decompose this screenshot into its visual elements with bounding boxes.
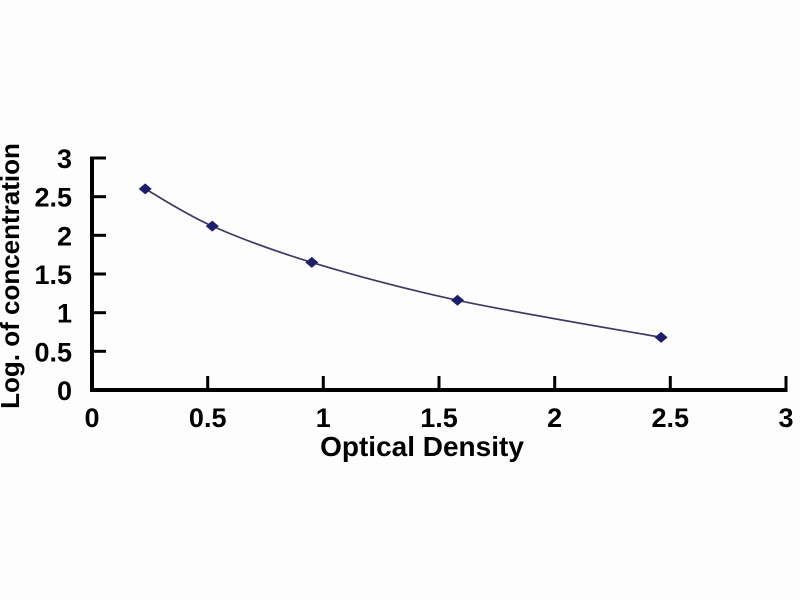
- data-point-marker: [205, 220, 219, 232]
- axes: 0 0.5 1 1.5 2 2.5 3 0 0.5 1 1.5 2 2.5 3: [34, 144, 793, 433]
- x-axis-title: Optical Density: [320, 431, 524, 462]
- standard-curve-line: [144, 188, 662, 339]
- x-tick-label: 0.5: [189, 403, 227, 433]
- x-tick-label: 1.5: [420, 403, 458, 433]
- x-tick-label: 0: [84, 403, 99, 433]
- y-tick-label: 3: [57, 144, 72, 174]
- y-axis-title: Log. of concentration: [0, 143, 25, 409]
- x-tick-label: 1: [316, 403, 331, 433]
- y-tick-label: 0.5: [34, 337, 72, 367]
- data-point-marker: [451, 294, 464, 306]
- x-tick-label: 3: [778, 403, 793, 433]
- y-tick-label: 0: [57, 376, 72, 406]
- y-tick-label: 1.5: [34, 260, 72, 290]
- y-tick-label: 2: [57, 221, 72, 251]
- x-tick-label: 2: [547, 403, 562, 433]
- x-tick-label: 2.5: [652, 403, 690, 433]
- data-series: [138, 183, 668, 343]
- data-point-marker: [305, 256, 319, 268]
- y-tick-label: 2.5: [34, 183, 72, 213]
- data-point-marker: [138, 183, 152, 195]
- y-tick-label: 1: [57, 299, 72, 329]
- data-point-marker: [654, 331, 668, 343]
